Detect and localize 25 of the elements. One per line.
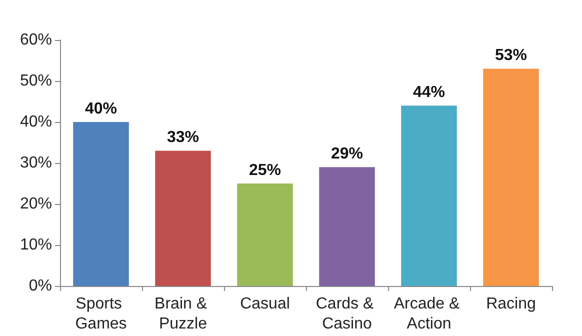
x-tick-label: Sports Games	[75, 296, 127, 332]
bar	[483, 68, 539, 286]
data-label: 40%	[84, 100, 118, 118]
y-tick-label: 60%	[20, 32, 52, 48]
bar	[73, 122, 129, 286]
data-label: 53%	[494, 47, 528, 64]
y-tick-label: 10%	[20, 236, 52, 254]
y-tick-label: 50%	[20, 72, 52, 90]
bar	[401, 106, 457, 286]
y-tick-label: 20%	[20, 196, 52, 212]
data-label: 25%	[248, 162, 282, 179]
y-tick-label: 30%	[20, 154, 52, 172]
data-label: 44%	[412, 84, 446, 102]
x-tick-label: Casual	[240, 296, 290, 312]
bar	[155, 150, 211, 286]
x-tick-label: Cards & Casino	[316, 296, 378, 332]
y-tick-label: 40%	[20, 114, 52, 130]
data-label: 33%	[166, 129, 200, 146]
data-label: 29%	[330, 146, 364, 163]
x-tick-label: Racing	[486, 296, 536, 312]
bar	[237, 184, 293, 286]
x-tick-label: Brain & Puzzle	[154, 296, 212, 332]
y-tick-label: 0%	[28, 278, 52, 294]
x-tick-label: Arcade & Action	[394, 296, 464, 332]
bar	[319, 167, 375, 286]
